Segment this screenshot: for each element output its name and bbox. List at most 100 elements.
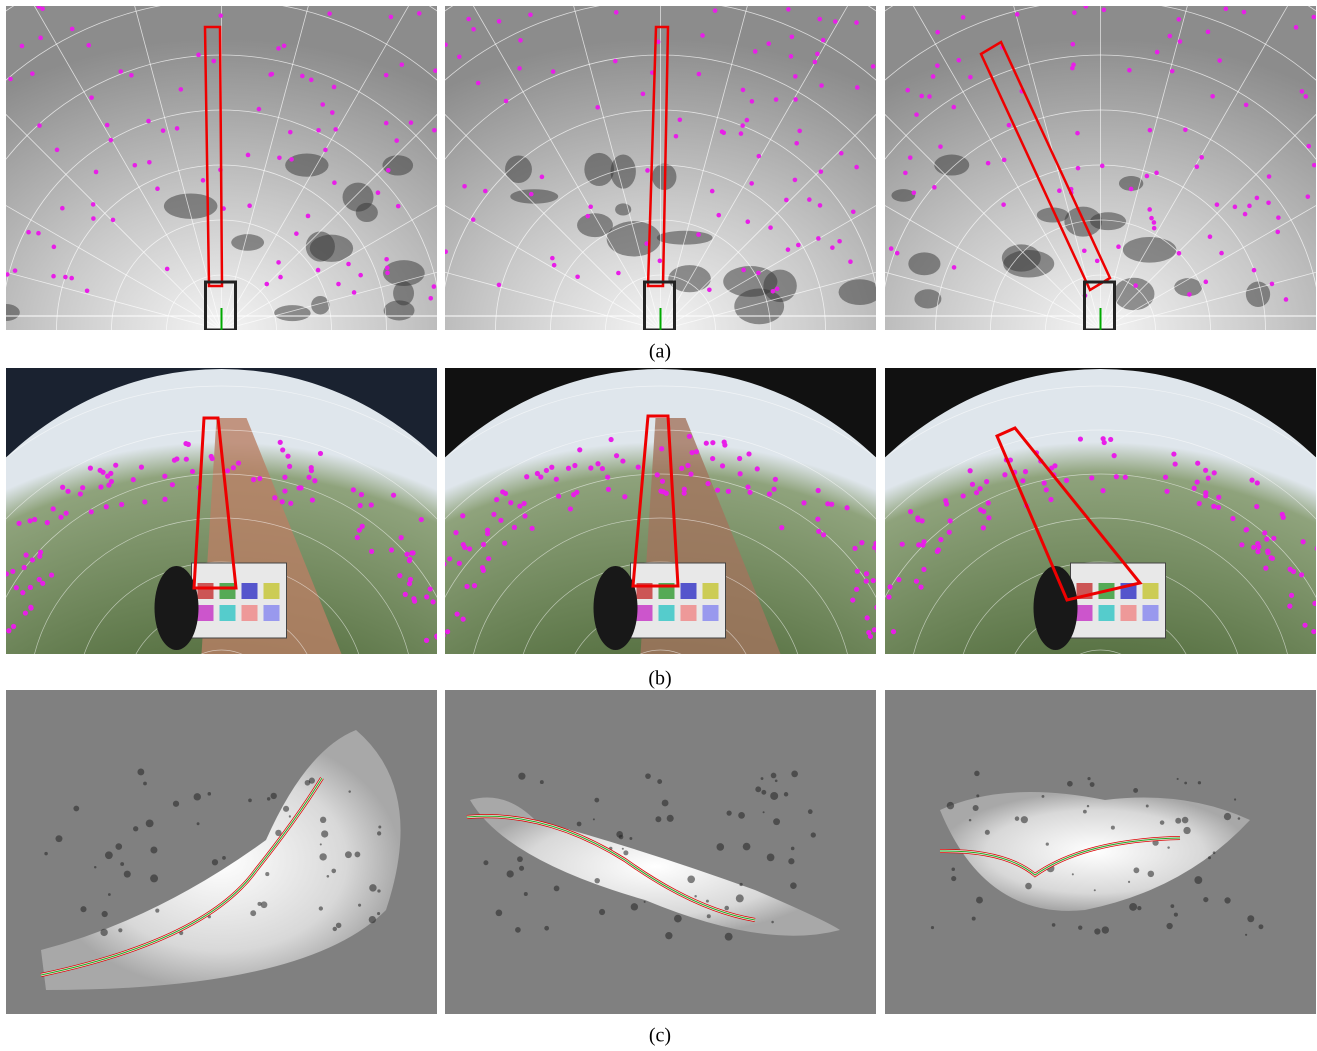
- feature-point: [376, 190, 381, 195]
- feature-point: [789, 54, 794, 59]
- feature-point: [336, 282, 341, 287]
- feature-point: [1048, 497, 1053, 502]
- feature-point: [211, 59, 216, 64]
- feature-point: [91, 216, 96, 221]
- obstacle: [1129, 903, 1137, 911]
- feature-point: [288, 130, 293, 135]
- feature-point: [1072, 10, 1077, 15]
- feature-point: [64, 511, 69, 516]
- obstacle: [524, 892, 528, 896]
- feature-point: [747, 490, 752, 495]
- color-patch: [681, 583, 697, 599]
- obstacle: [694, 895, 696, 897]
- feature-point: [757, 154, 762, 159]
- feature-point: [912, 190, 917, 195]
- obstacle: [791, 847, 795, 851]
- obstacle: [250, 910, 256, 916]
- feature-point: [872, 627, 877, 632]
- obstacle: [771, 773, 777, 779]
- feature-point: [517, 504, 522, 509]
- feature-point: [905, 88, 910, 93]
- feature-point: [815, 517, 820, 522]
- feature-point: [817, 17, 822, 22]
- feature-point: [485, 528, 490, 533]
- feature-point: [710, 440, 715, 445]
- feature-point: [522, 513, 527, 518]
- feature-point: [1173, 461, 1178, 466]
- feature-point: [1265, 548, 1270, 553]
- obstacle: [327, 875, 330, 878]
- obstacle: [784, 792, 788, 796]
- feature-point: [916, 542, 921, 547]
- feature-point: [327, 11, 332, 16]
- feature-point: [1300, 89, 1305, 94]
- feature-point: [875, 549, 880, 554]
- feature-point: [466, 17, 471, 22]
- obstacle: [931, 926, 934, 929]
- obstacle: [150, 874, 158, 882]
- feature-point: [774, 97, 779, 102]
- feature-point: [544, 468, 549, 473]
- obstacle: [483, 860, 488, 865]
- color-patch: [1143, 583, 1159, 599]
- color-patch: [242, 583, 258, 599]
- feature-point: [467, 546, 472, 551]
- feature-point: [786, 7, 791, 12]
- feature-point: [369, 502, 374, 507]
- feature-point: [524, 474, 529, 479]
- feature-point: [1287, 604, 1292, 609]
- obstacle: [1146, 805, 1149, 808]
- feature-point: [700, 33, 705, 38]
- feature-point: [346, 262, 351, 267]
- feature-point: [855, 85, 860, 90]
- feature-point: [1114, 474, 1119, 479]
- feature-point: [351, 487, 356, 492]
- feature-point: [98, 484, 103, 489]
- obstacle: [1203, 897, 1208, 902]
- obstacle: [736, 894, 744, 902]
- feature-point: [903, 171, 908, 176]
- feature-point: [300, 74, 305, 79]
- feature-point: [294, 231, 299, 236]
- obstacle: [321, 830, 328, 837]
- feature-point: [246, 153, 251, 158]
- obstacle: [271, 793, 277, 799]
- obstacle: [665, 932, 672, 939]
- feature-point: [588, 465, 593, 470]
- obstacle: [1003, 250, 1054, 277]
- obstacle: [716, 843, 724, 851]
- feature-point: [282, 488, 287, 493]
- feature-point: [457, 561, 462, 566]
- feature-point: [257, 476, 262, 481]
- feature-point: [109, 479, 114, 484]
- feature-point: [142, 499, 147, 504]
- obstacle: [283, 806, 289, 812]
- feature-point: [481, 568, 486, 573]
- feature-point: [1100, 164, 1105, 169]
- feature-point: [616, 271, 621, 276]
- color-patch: [242, 605, 258, 621]
- feature-point: [355, 535, 360, 540]
- feature-point: [659, 446, 664, 451]
- feature-point: [821, 38, 826, 43]
- color-patch: [1099, 605, 1115, 621]
- feature-point: [45, 520, 50, 525]
- feature-point: [1255, 196, 1260, 201]
- feature-point: [572, 463, 577, 468]
- feature-point: [1306, 194, 1311, 199]
- feature-point: [277, 155, 282, 160]
- feature-point: [438, 587, 443, 592]
- obstacle: [261, 901, 268, 908]
- obstacle: [1184, 782, 1187, 785]
- feature-point: [620, 458, 625, 463]
- obstacle: [725, 933, 733, 941]
- feature-point: [441, 562, 446, 567]
- feature-point: [918, 584, 923, 589]
- feature-point: [306, 214, 311, 219]
- feature-point: [1271, 536, 1276, 541]
- obstacle: [369, 916, 376, 923]
- obstacle: [839, 279, 881, 305]
- obstacle: [623, 850, 628, 855]
- feature-point: [1052, 463, 1057, 468]
- feature-point: [1076, 166, 1081, 171]
